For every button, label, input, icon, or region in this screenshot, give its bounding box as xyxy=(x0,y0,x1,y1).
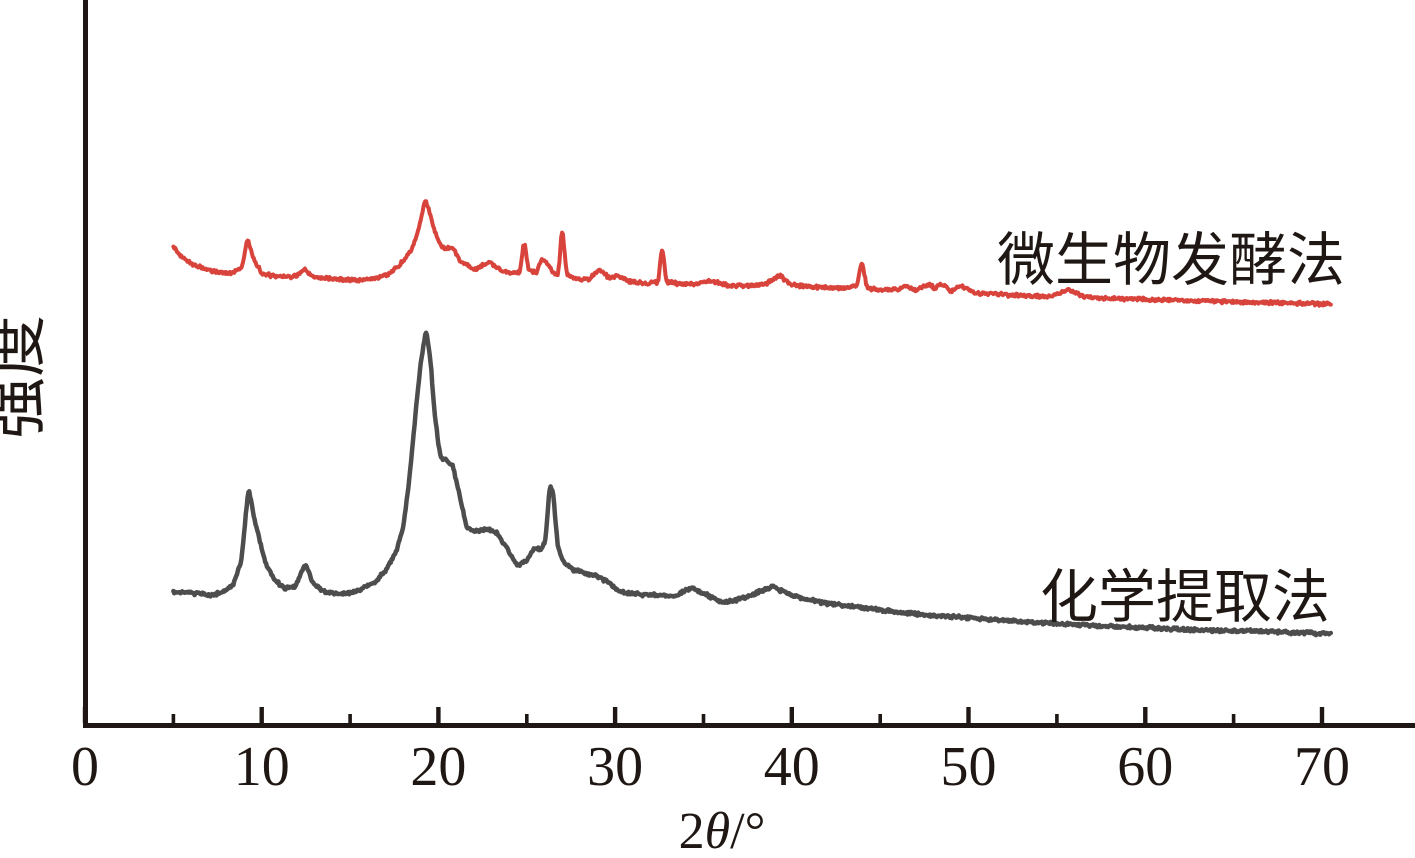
x-axis-tick-labels: 0 10 20 30 40 50 60 70 xyxy=(71,736,1350,798)
xrd-trace-fermentation xyxy=(171,199,1333,308)
x-minor-tick xyxy=(701,714,706,723)
x-axis-ticks xyxy=(82,707,1325,723)
x-tick-label: 40 xyxy=(764,736,820,798)
series-label-chemical: 化学提取法 xyxy=(1040,565,1330,630)
x-tick-label: 0 xyxy=(71,736,99,798)
x-minor-tick xyxy=(348,714,352,723)
x-axis-label-theta: θ xyxy=(705,803,731,858)
x-minor-tick xyxy=(1231,714,1236,723)
x-axis-label-suffix: /° xyxy=(730,803,765,858)
y-axis-label: 强度 xyxy=(0,315,52,439)
x-tick-label: 50 xyxy=(941,736,997,798)
x-minor-tick xyxy=(525,714,529,723)
x-tick-label: 20 xyxy=(410,736,466,798)
x-major-tick xyxy=(259,707,264,723)
x-tick-label: 10 xyxy=(234,736,290,798)
x-tick-label: 30 xyxy=(587,736,643,798)
x-tick-label: 70 xyxy=(1294,736,1350,798)
x-axis-line xyxy=(83,723,1415,728)
xrd-trace-chemical xyxy=(171,330,1334,638)
x-major-tick xyxy=(82,707,88,723)
curves-group xyxy=(171,199,1334,638)
x-major-tick xyxy=(1319,707,1325,723)
x-minor-tick xyxy=(878,714,882,723)
x-major-tick xyxy=(612,707,618,723)
x-minor-tick xyxy=(171,714,176,723)
x-tick-label: 60 xyxy=(1117,736,1173,798)
x-major-tick xyxy=(436,707,441,723)
y-axis-line xyxy=(83,0,88,728)
x-major-tick xyxy=(966,707,971,723)
x-major-tick xyxy=(1143,707,1148,723)
x-axis-label: 2θ/° xyxy=(679,803,766,858)
x-major-tick xyxy=(789,707,794,723)
x-axis-label-prefix: 2 xyxy=(679,803,705,858)
series-label-fermentation: 微生物发酵法 xyxy=(997,228,1345,293)
x-minor-tick xyxy=(1055,714,1059,723)
